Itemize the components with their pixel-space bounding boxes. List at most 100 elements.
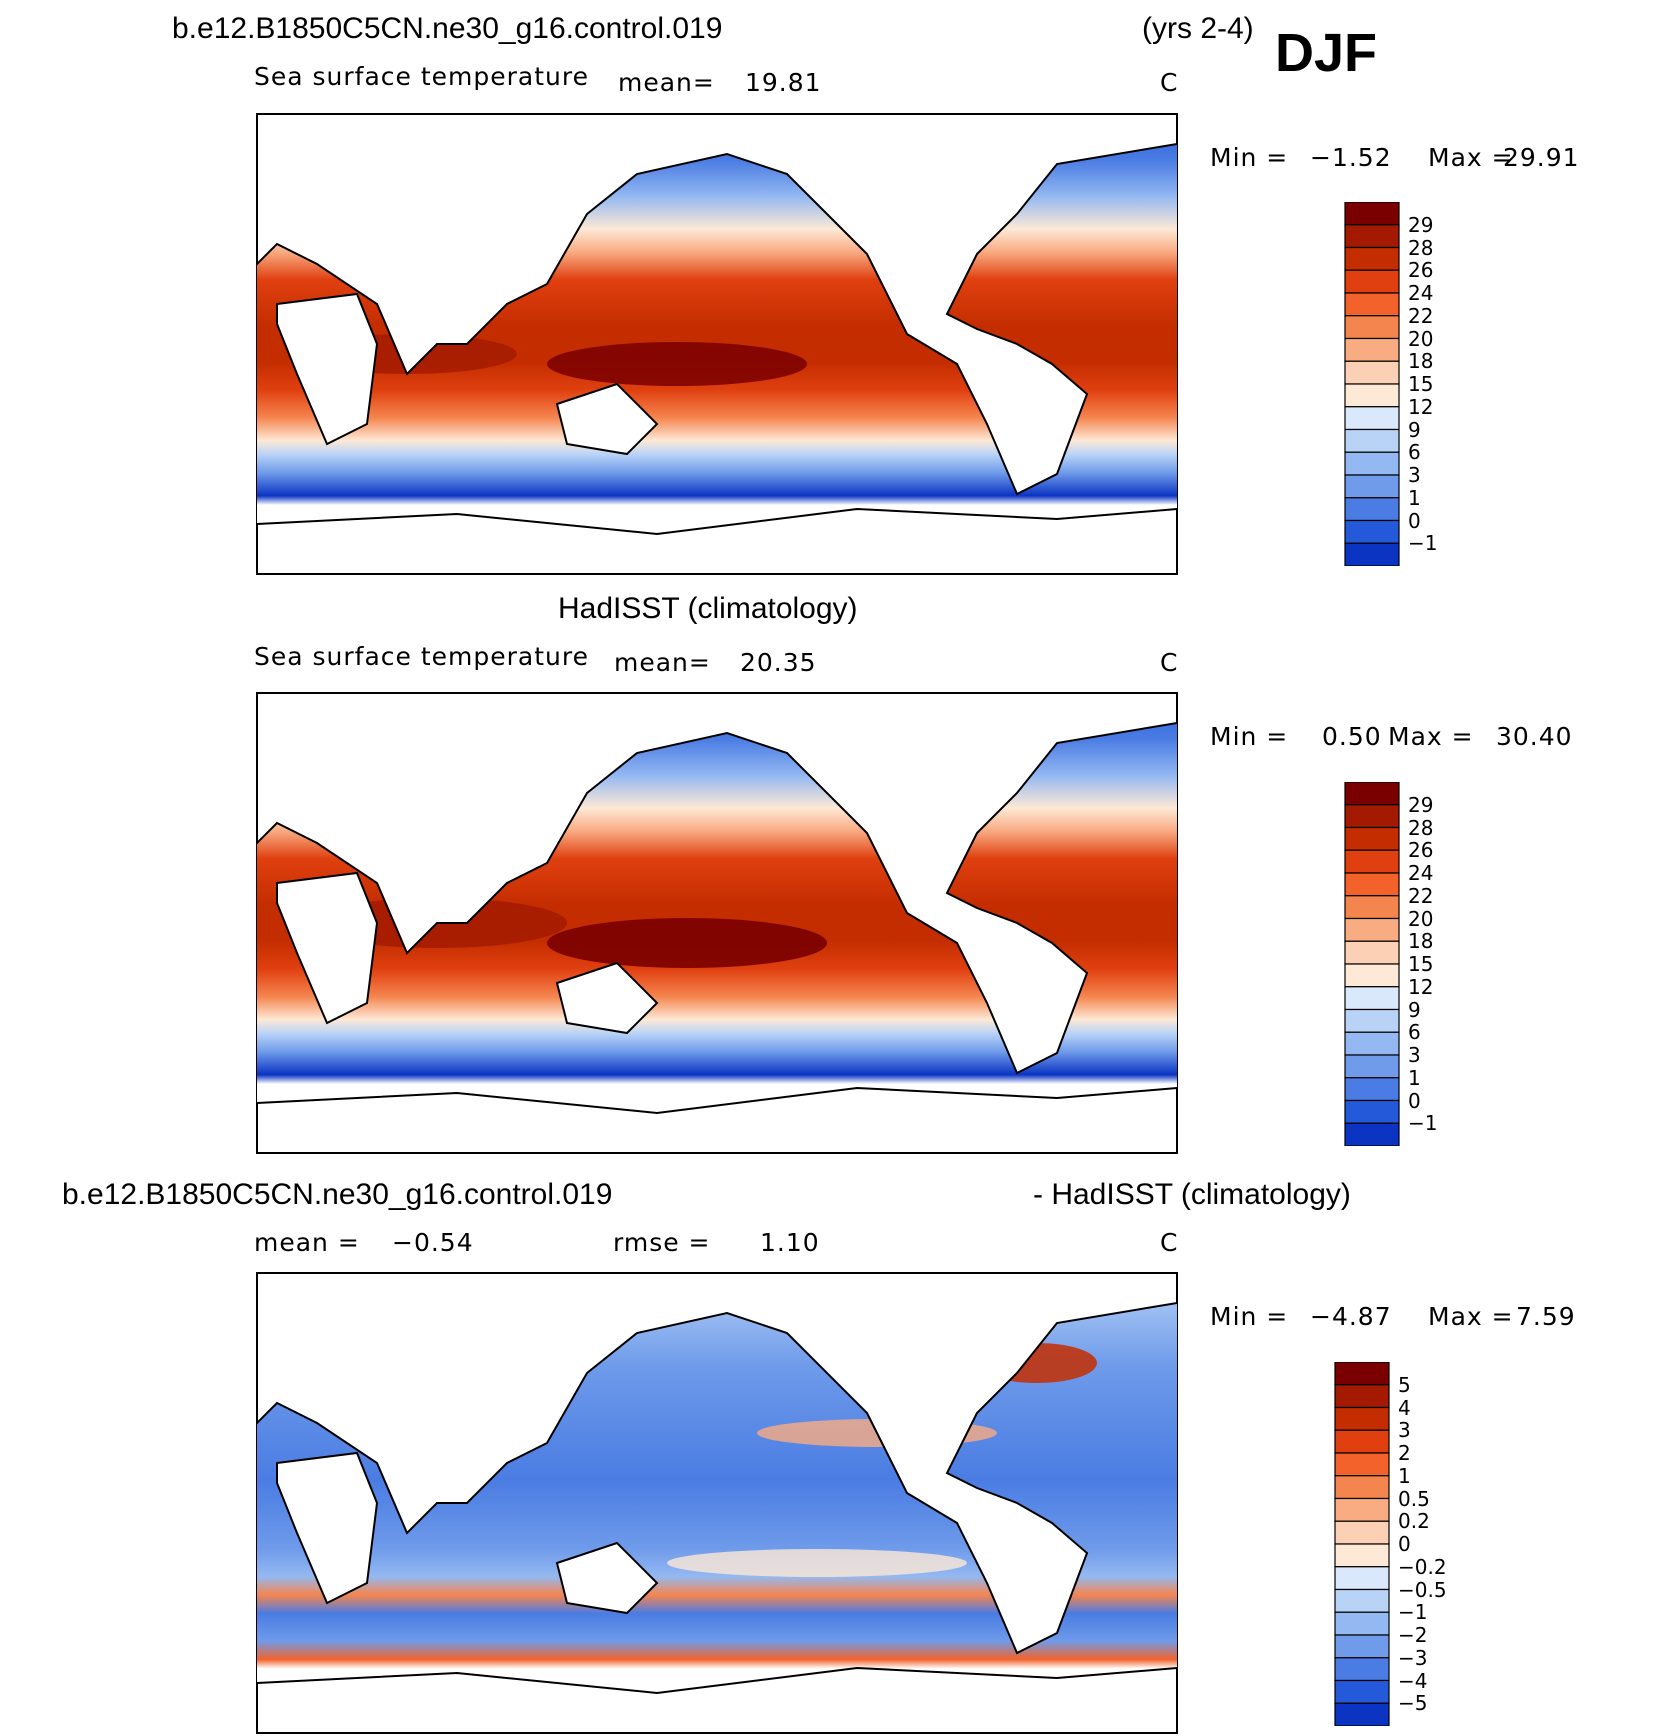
panel3-colorbar bbox=[1334, 1361, 1390, 1731]
panel2-colorbar-tick-label: 22 bbox=[1408, 883, 1434, 908]
panel3-colorbar-bin bbox=[1334, 1543, 1390, 1568]
panel3-colorbar-tick-label: 3 bbox=[1398, 1418, 1411, 1443]
panel2-colorbar-tick-label: 12 bbox=[1408, 974, 1434, 999]
panel2-min-label: Min = bbox=[1210, 722, 1289, 751]
panel2-field-label: Sea surface temperature bbox=[254, 642, 589, 671]
panel1-colorbar-tick-label: −1 bbox=[1408, 531, 1438, 556]
panel1-colorbar-bin bbox=[1344, 383, 1400, 408]
panel3-colorbar-bin bbox=[1334, 1452, 1390, 1477]
panel2-colorbar-tick-label: 0 bbox=[1408, 1088, 1421, 1113]
season-label: DJF bbox=[1275, 23, 1378, 83]
panel3-rmse-value: 1.10 bbox=[760, 1228, 820, 1257]
panel2-colorbar-bin bbox=[1344, 1077, 1400, 1102]
panel2-colorbar-tick-label: 9 bbox=[1408, 997, 1421, 1022]
panel1-colorbar-bin bbox=[1344, 201, 1400, 226]
panel2-colorbar-bin bbox=[1344, 1099, 1400, 1124]
panel3-colorbar-tick-label: 0.5 bbox=[1398, 1486, 1430, 1511]
panel1-units: C bbox=[1160, 68, 1179, 97]
panel2-colorbar-tick-label: 6 bbox=[1408, 1020, 1421, 1045]
panel1-mean-value: 19.81 bbox=[745, 68, 822, 97]
panel1-colorbar-bin bbox=[1344, 519, 1400, 544]
panel1-colorbar-tick-label: 22 bbox=[1408, 303, 1434, 328]
panel2-colorbar-tick-label: 26 bbox=[1408, 838, 1434, 863]
panel3-mean-value: −0.54 bbox=[392, 1228, 474, 1257]
panel3-colorbar-tick-label: −1 bbox=[1398, 1600, 1428, 1625]
panel2-colorbar-tick-label: −1 bbox=[1408, 1111, 1438, 1136]
panel3-title-left: b.e12.B1850C5CN.ne30_g16.control.019 bbox=[62, 1178, 613, 1211]
panel2-max-value: 30.40 bbox=[1496, 722, 1573, 751]
panel3-colorbar-bin bbox=[1334, 1475, 1390, 1500]
panel1-colorbar-bin bbox=[1344, 406, 1400, 431]
panel1-colorbar-tick-label: 1 bbox=[1408, 485, 1421, 510]
panel3-colorbar-tick-label: −0.5 bbox=[1398, 1577, 1447, 1602]
panel3-colorbar-tick-label: −0.2 bbox=[1398, 1554, 1447, 1579]
panel3-min-label: Min = bbox=[1210, 1302, 1289, 1331]
panel3-colorbar-tick-label: 1 bbox=[1398, 1463, 1411, 1488]
panel2-colorbar-tick-label: 24 bbox=[1408, 861, 1434, 885]
run-title: b.e12.B1850C5CN.ne30_g16.control.019 bbox=[172, 12, 723, 45]
panel2-max-label: Max = bbox=[1388, 722, 1474, 751]
panel1-colorbar-tick-label: 6 bbox=[1408, 440, 1421, 465]
panel2-title: HadISST (climatology) bbox=[558, 592, 858, 625]
panel1-colorbar-bin bbox=[1344, 451, 1400, 476]
panel2-colorbar-tick-label: 20 bbox=[1408, 906, 1434, 931]
panel1-colorbar-tick-label: 0 bbox=[1408, 508, 1421, 533]
panel1-colorbar-tick-label: 9 bbox=[1408, 417, 1421, 442]
panel3-colorbar-bin bbox=[1334, 1497, 1390, 1522]
panel2-colorbar-bin bbox=[1344, 940, 1400, 965]
panel2-mean-label: mean= bbox=[614, 648, 711, 677]
panel3-colorbar-tick-label: −5 bbox=[1398, 1691, 1428, 1716]
panel2-colorbar-bin bbox=[1344, 895, 1400, 920]
panel2-colorbar-tick-label: 28 bbox=[1408, 815, 1434, 840]
panel1-colorbar-bin bbox=[1344, 292, 1400, 317]
panel2-colorbar-tick-label: 29 bbox=[1408, 792, 1434, 817]
panel2-colorbar bbox=[1344, 781, 1400, 1151]
panel2-colorbar-bin bbox=[1344, 917, 1400, 942]
panel2-hadisst-map bbox=[256, 692, 1178, 1154]
panel3-colorbar-bin bbox=[1334, 1611, 1390, 1636]
panel1-max-value: 29.91 bbox=[1503, 143, 1580, 172]
panel3-colorbar-tick-label: 2 bbox=[1398, 1441, 1411, 1465]
panel1-colorbar-bin bbox=[1344, 246, 1400, 271]
panel2-colorbar-bin bbox=[1344, 781, 1400, 806]
panel2-colorbar-bin bbox=[1344, 1054, 1400, 1079]
panel1-colorbar-tick-label: 26 bbox=[1408, 258, 1434, 283]
panel1-colorbar-bin bbox=[1344, 269, 1400, 294]
panel2-colorbar-tick-label: 3 bbox=[1408, 1043, 1421, 1067]
panel1-sst-map bbox=[256, 113, 1178, 575]
panel3-colorbar-tick-label: 5 bbox=[1398, 1372, 1411, 1397]
panel1-colorbar-bin bbox=[1344, 337, 1400, 362]
panel3-colorbar-bin bbox=[1334, 1588, 1390, 1613]
panel1-min-value: −1.52 bbox=[1310, 143, 1392, 172]
panel1-colorbar-tick-label: 24 bbox=[1408, 281, 1434, 305]
panel3-colorbar-bin bbox=[1334, 1384, 1390, 1409]
panel3-colorbar-bin bbox=[1334, 1634, 1390, 1659]
panel1-colorbar-tick-label: 29 bbox=[1408, 212, 1434, 237]
panel2-colorbar-bin bbox=[1344, 1031, 1400, 1056]
panel3-colorbar-bin bbox=[1334, 1702, 1390, 1727]
panel1-colorbar-bin bbox=[1344, 542, 1400, 567]
panel2-colorbar-tick-label: 18 bbox=[1408, 929, 1434, 954]
panel3-colorbar-bin bbox=[1334, 1657, 1390, 1682]
panel3-colorbar-bin bbox=[1334, 1520, 1390, 1545]
panel1-colorbar-bin bbox=[1344, 428, 1400, 453]
panel3-title-right: - HadISST (climatology) bbox=[1033, 1178, 1351, 1211]
panel2-colorbar-bin bbox=[1344, 804, 1400, 829]
panel3-units: C bbox=[1160, 1228, 1179, 1257]
panel3-colorbar-bin bbox=[1334, 1406, 1390, 1431]
panel2-min-value: 0.50 bbox=[1322, 722, 1382, 751]
panel3-colorbar-tick-label: −2 bbox=[1398, 1623, 1428, 1647]
panel2-colorbar-bin bbox=[1344, 963, 1400, 988]
panel2-colorbar-bin bbox=[1344, 1122, 1400, 1147]
panel1-colorbar-bin bbox=[1344, 497, 1400, 522]
panel1-colorbar-tick-label: 28 bbox=[1408, 235, 1434, 260]
panel3-colorbar-tick-label: 0.2 bbox=[1398, 1509, 1430, 1534]
panel3-colorbar-bin bbox=[1334, 1566, 1390, 1591]
panel1-colorbar-tick-label: 12 bbox=[1408, 394, 1434, 419]
panel1-colorbar bbox=[1344, 201, 1400, 571]
panel2-colorbar-bin bbox=[1344, 1008, 1400, 1033]
panel1-mean-label: mean= bbox=[618, 68, 715, 97]
panel3-colorbar-bin bbox=[1334, 1429, 1390, 1454]
panel1-colorbar-bin bbox=[1344, 224, 1400, 249]
panel3-max-value: 7.59 bbox=[1516, 1302, 1576, 1331]
